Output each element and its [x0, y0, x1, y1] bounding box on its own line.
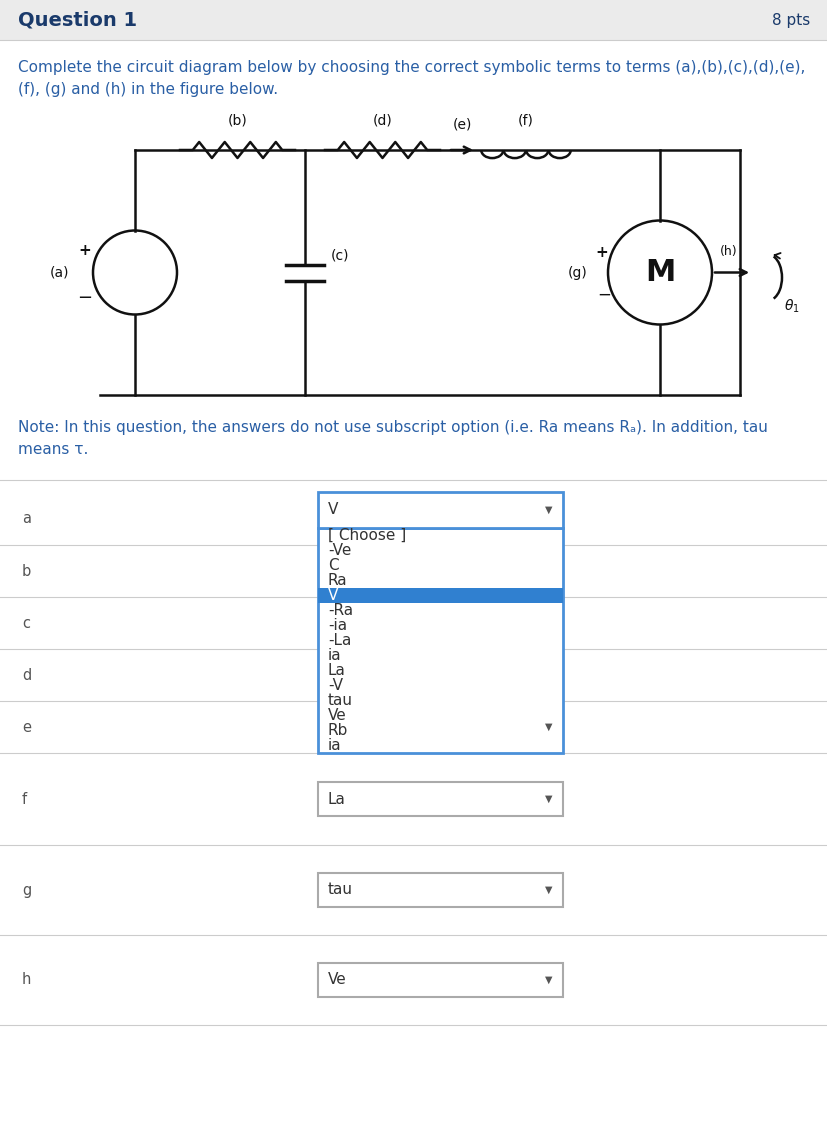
Text: ia: ia: [327, 738, 342, 753]
Text: a: a: [22, 510, 31, 526]
Text: -ia: -ia: [327, 618, 347, 633]
Text: C: C: [327, 558, 338, 573]
Text: b: b: [22, 563, 31, 579]
Text: c: c: [22, 616, 30, 630]
Text: means τ.: means τ.: [18, 442, 88, 457]
Text: Complete the circuit diagram below by choosing the correct symbolic terms to ter: Complete the circuit diagram below by ch…: [18, 61, 805, 75]
Text: Note: In this question, the answers do not use subscript option (i.e. Ra means R: Note: In this question, the answers do n…: [18, 420, 767, 435]
Text: g: g: [22, 883, 31, 898]
Text: (g): (g): [567, 265, 587, 280]
Text: −: −: [596, 286, 610, 304]
Text: ▼: ▼: [545, 505, 552, 515]
Text: h: h: [22, 973, 31, 988]
Text: -La: -La: [327, 633, 351, 648]
Text: (d): (d): [372, 114, 392, 128]
Text: f: f: [22, 791, 27, 806]
Text: (a): (a): [50, 265, 69, 280]
Text: tau: tau: [327, 693, 352, 708]
Text: La: La: [327, 791, 346, 806]
Text: (h): (h): [719, 246, 737, 258]
Text: Ve: Ve: [327, 708, 347, 723]
Text: -Ve: -Ve: [327, 542, 351, 558]
Text: (b): (b): [227, 114, 247, 128]
Bar: [318, 492, 562, 528]
Text: ▼: ▼: [545, 975, 552, 986]
Text: d: d: [22, 668, 31, 683]
Bar: [318, 963, 562, 997]
Text: -Ra: -Ra: [327, 603, 352, 618]
Text: Ra: Ra: [327, 573, 347, 588]
Text: [ Choose ]: [ Choose ]: [327, 528, 406, 542]
Text: +: +: [595, 246, 608, 260]
Text: e: e: [22, 719, 31, 734]
Text: Rb: Rb: [327, 723, 348, 738]
Text: ia: ia: [327, 648, 342, 664]
Text: (c): (c): [331, 249, 349, 263]
Text: V: V: [327, 588, 338, 603]
Text: tau: tau: [327, 883, 352, 898]
Text: 8 pts: 8 pts: [771, 13, 809, 27]
Text: M: M: [644, 258, 674, 287]
Bar: [0, 0, 827, 40]
Text: (f): (f): [518, 114, 533, 128]
Bar: [318, 872, 562, 907]
Text: V: V: [327, 502, 338, 517]
Bar: [318, 528, 562, 753]
Text: La: La: [327, 664, 346, 678]
Text: ▼: ▼: [545, 885, 552, 895]
Text: ▼: ▼: [545, 794, 552, 804]
Text: −: −: [78, 289, 93, 306]
Bar: [318, 588, 562, 603]
Text: Question 1: Question 1: [18, 10, 137, 30]
Text: (e): (e): [452, 118, 471, 132]
Text: $\theta_1$: $\theta_1$: [783, 298, 799, 315]
Text: -V: -V: [327, 678, 342, 693]
Text: (f), (g) and (h) in the figure below.: (f), (g) and (h) in the figure below.: [18, 82, 278, 97]
Text: Ve: Ve: [327, 973, 347, 988]
Text: +: +: [79, 243, 91, 258]
Text: ▼: ▼: [545, 722, 552, 732]
Bar: [318, 782, 562, 817]
